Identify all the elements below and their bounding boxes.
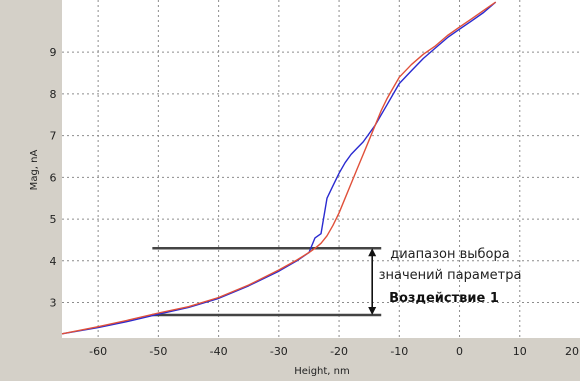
- annotation-bold-line: Воздействие 1: [389, 291, 499, 306]
- x-tick-label: -30: [270, 345, 288, 358]
- y-tick-label: 4: [50, 255, 57, 268]
- series-layer: [61, 1, 497, 335]
- y-tick-label: 6: [50, 171, 57, 184]
- range-arrow-head-bottom: [368, 307, 377, 316]
- x-tick-label: 10: [513, 345, 527, 358]
- annotation-line-1: диапазон выбора: [390, 247, 509, 262]
- y-tick-label: 8: [50, 88, 57, 101]
- x-tick-label: 20: [565, 345, 579, 358]
- x-tick-label: -50: [149, 345, 167, 358]
- x-tick-label: 0: [456, 345, 463, 358]
- x-tick-label: -10: [390, 345, 408, 358]
- reference-lines: [152, 247, 382, 317]
- range-arrow-group: [368, 248, 377, 316]
- x-tick-label: -60: [89, 345, 107, 358]
- grid-layer: [62, 0, 580, 338]
- annotation-line-2: значений параметра: [379, 268, 522, 283]
- x-tick-label: -20: [330, 345, 348, 358]
- tick-labels: -60 -50 -40 -30 -20 -10 0 10 20 3 4 5 6 7 8 9: [50, 46, 580, 358]
- y-tick-label: 9: [50, 46, 57, 59]
- plot-area: [62, 0, 580, 338]
- series-line-2: [61, 1, 497, 335]
- y-tick-label: 3: [50, 297, 57, 310]
- series-line-1: [61, 1, 497, 335]
- y-axis-label: Mag, nA: [29, 150, 40, 191]
- x-axis-label: Height, nm: [294, 366, 350, 377]
- range-arrow-head-top: [368, 248, 377, 257]
- x-tick-label: -40: [210, 345, 228, 358]
- y-tick-label: 5: [50, 213, 57, 226]
- y-tick-label: 7: [50, 130, 57, 143]
